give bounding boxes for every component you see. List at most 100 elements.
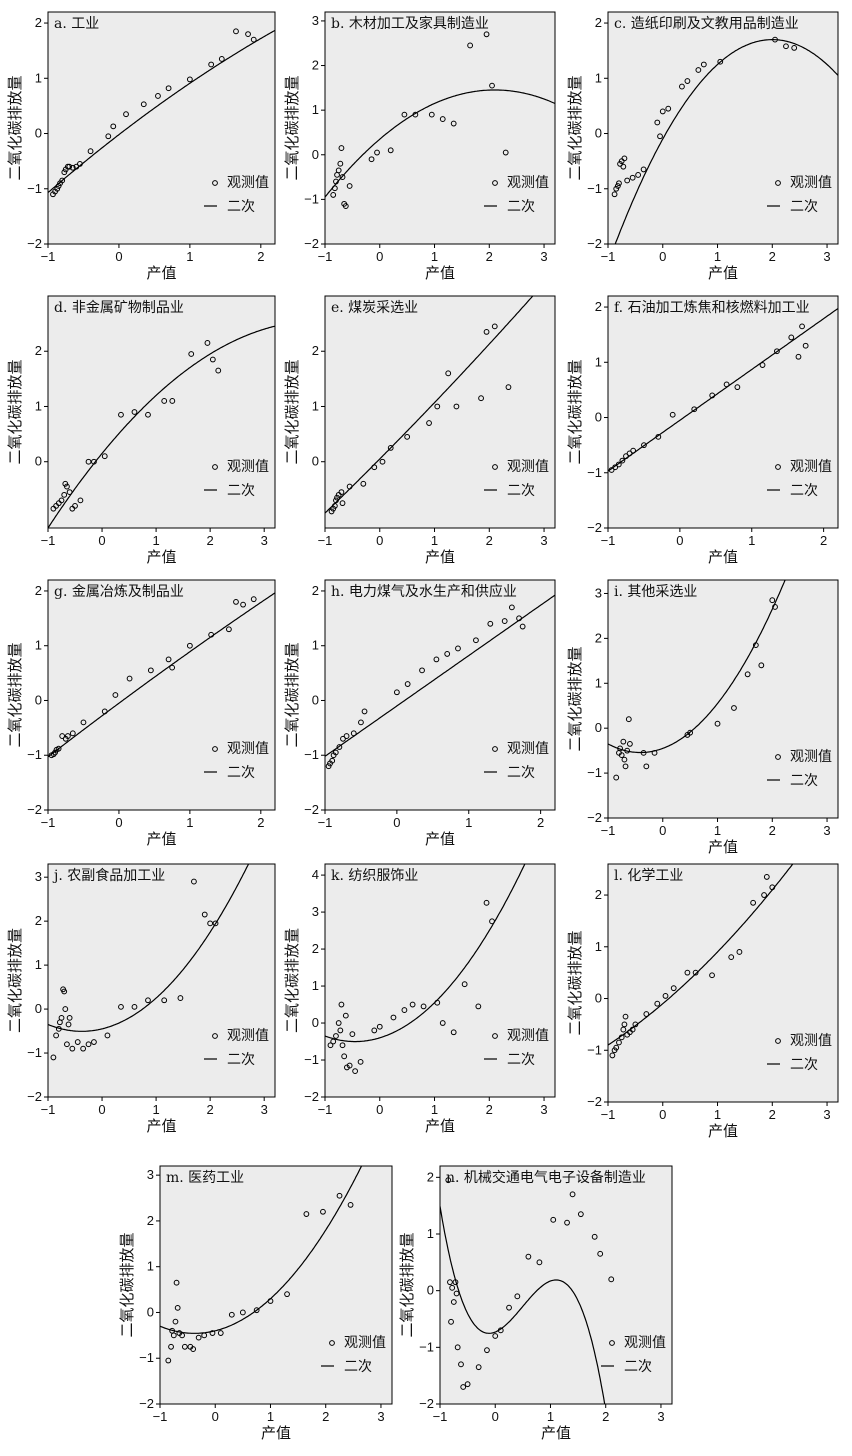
data-point (215, 367, 222, 374)
data-point (331, 185, 338, 192)
y-tick-label: 2 (312, 941, 319, 956)
x-tick-label: 1 (152, 1102, 159, 1117)
y-axis-label: 二氧化碳排放量 (118, 1232, 136, 1337)
data-point (72, 503, 78, 509)
data-point (458, 1361, 464, 1368)
legend-label-observed: 观测值 (227, 1028, 269, 1044)
data-point (691, 406, 698, 413)
legend-marker-observed (775, 180, 781, 186)
data-point (475, 1364, 482, 1371)
data-point (484, 1347, 490, 1354)
data-point (112, 692, 119, 698)
data-point (161, 997, 168, 1004)
data-point (74, 1039, 81, 1045)
y-tick-label: 1 (35, 638, 42, 653)
fitted-curve (48, 864, 250, 1032)
y-axis-label: 二氧化碳排放量 (566, 930, 584, 1035)
data-point (640, 166, 647, 173)
data-point (569, 1191, 576, 1198)
y-tick-label: 2 (147, 1213, 154, 1228)
x-axis-label: 产值 (425, 830, 455, 848)
legend-marker-observed (775, 464, 781, 470)
data-point (368, 156, 375, 163)
data-point (564, 1219, 570, 1226)
data-point (69, 1045, 76, 1052)
x-axis-label: 产值 (541, 1424, 571, 1442)
x-tick-label: 1 (431, 1102, 438, 1117)
legend-marker-observed (212, 1033, 218, 1039)
data-point (204, 340, 211, 346)
data-point (622, 1013, 629, 1020)
x-tick-label: 1 (465, 815, 472, 830)
x-tick-label: 1 (152, 533, 159, 548)
panel-title: k. 纺织服饰业 (331, 868, 418, 884)
y-tick-label: 0 (427, 1283, 434, 1298)
y-tick-label: 2 (595, 630, 602, 645)
x-axis-label: 产值 (425, 548, 455, 566)
data-point (190, 1346, 197, 1352)
data-point (655, 433, 662, 440)
data-point (734, 384, 741, 391)
data-point (59, 733, 66, 739)
data-point (769, 597, 776, 604)
y-tick-label: −2 (27, 802, 42, 817)
y-tick-label: 0 (312, 454, 319, 469)
x-tick-label: 0 (212, 1409, 219, 1424)
data-point (622, 763, 629, 770)
x-tick-label: −1 (318, 533, 333, 548)
y-tick-label: −2 (27, 236, 42, 251)
data-point (460, 1384, 467, 1390)
data-point (337, 1027, 344, 1034)
y-tick-label: −1 (27, 747, 42, 762)
data-point (61, 169, 68, 176)
data-point (105, 133, 112, 140)
data-point (409, 1001, 416, 1008)
data-point (64, 1041, 70, 1048)
data-point (709, 392, 716, 399)
legend-label-observed: 观测值 (624, 1335, 666, 1351)
data-point (508, 604, 515, 611)
data-point (684, 969, 691, 976)
data-point (186, 642, 193, 649)
data-point (126, 675, 133, 682)
x-tick-label: 3 (540, 1102, 547, 1117)
data-point (723, 381, 730, 388)
y-tick-label: 1 (595, 675, 602, 690)
data-point (66, 163, 73, 170)
y-tick-label: 0 (312, 692, 319, 707)
data-point (331, 503, 338, 509)
y-axis-label: 二氧化碳排放量 (566, 75, 584, 180)
data-point (284, 1291, 290, 1298)
data-point (461, 981, 468, 988)
data-point (55, 745, 62, 752)
data-point (487, 620, 494, 627)
data-point (525, 1253, 532, 1260)
data-point (161, 398, 168, 404)
data-point (514, 1293, 521, 1300)
data-point (643, 763, 650, 770)
data-point (118, 411, 124, 418)
data-point (358, 719, 364, 726)
data-point (387, 147, 394, 154)
data-point (774, 348, 780, 355)
data-point (336, 744, 343, 750)
data-point (662, 993, 669, 999)
data-point (145, 997, 151, 1004)
data-point (360, 480, 367, 487)
x-axis-label: 产值 (708, 548, 738, 566)
data-point (483, 899, 490, 906)
x-tick-label: 0 (376, 249, 383, 264)
data-point (225, 626, 232, 633)
data-point (233, 28, 239, 35)
data-point (623, 453, 629, 460)
panel-title: l. 化学工业 (614, 868, 683, 884)
data-point (759, 362, 766, 368)
x-tick-label: 2 (537, 815, 544, 830)
data-point (140, 101, 147, 108)
y-tick-label: 3 (147, 1167, 154, 1182)
x-tick-label: 1 (267, 1409, 274, 1424)
